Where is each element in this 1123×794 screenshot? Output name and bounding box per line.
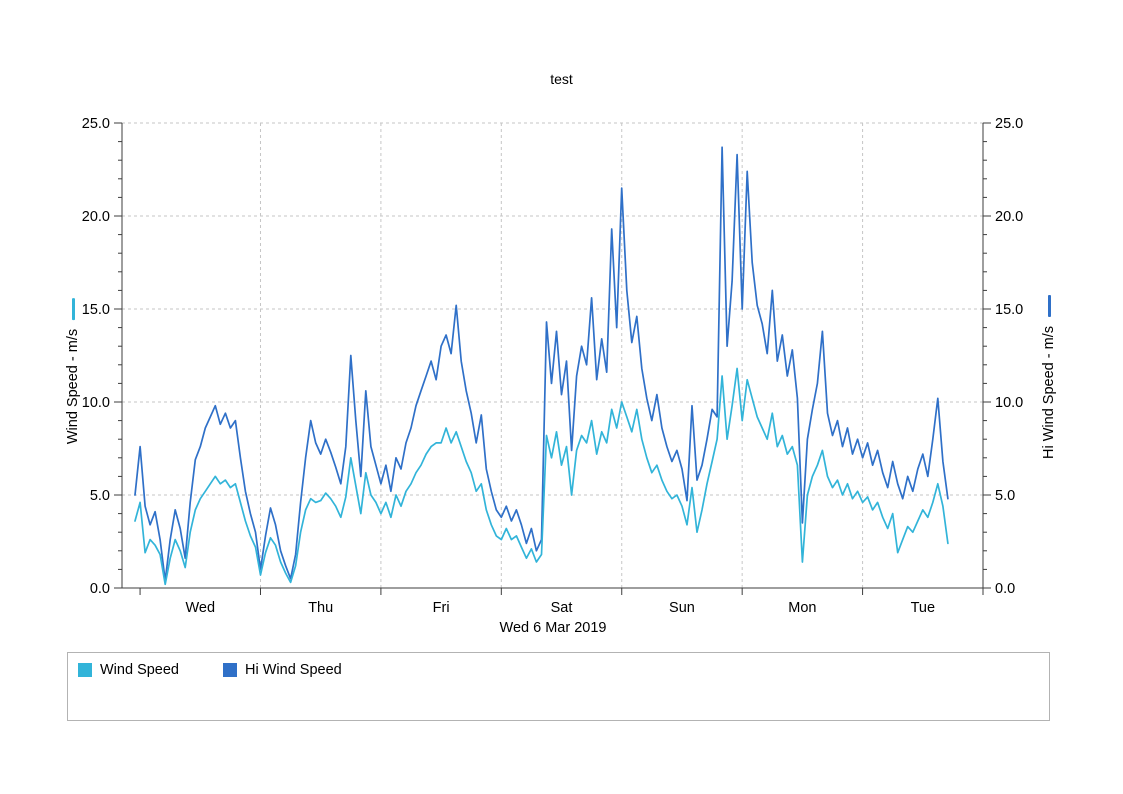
svg-text:Mon: Mon	[788, 600, 816, 616]
svg-text:Sat: Sat	[551, 600, 573, 616]
svg-text:Sun: Sun	[669, 600, 695, 616]
svg-text:Tue: Tue	[911, 600, 935, 616]
legend-label-wind-speed: Wind Speed	[100, 662, 179, 678]
svg-text:25.0: 25.0	[995, 116, 1023, 132]
legend-label-hi-wind-speed: Hi Wind Speed	[245, 662, 342, 678]
svg-text:20.0: 20.0	[995, 209, 1023, 225]
chart-title: test	[550, 71, 573, 87]
svg-text:5.0: 5.0	[90, 488, 110, 504]
svg-text:0.0: 0.0	[90, 581, 110, 597]
legend-item-hi-wind-speed[interactable]: Hi Wind Speed	[223, 662, 342, 678]
svg-text:15.0: 15.0	[995, 302, 1023, 318]
svg-text:25.0: 25.0	[82, 116, 110, 132]
svg-text:10.0: 10.0	[995, 395, 1023, 411]
x-axis-title: Wed 6 Mar 2019	[499, 620, 607, 636]
svg-text:15.0: 15.0	[82, 302, 110, 318]
legend-swatch-wind-speed-icon	[78, 663, 92, 677]
svg-text:Wed: Wed	[185, 600, 215, 616]
svg-text:10.0: 10.0	[82, 395, 110, 411]
legend: Wind Speed Hi Wind Speed	[67, 652, 1050, 721]
legend-swatch-hi-wind-speed-icon	[223, 663, 237, 677]
svg-text:5.0: 5.0	[995, 488, 1015, 504]
svg-text:Fri: Fri	[433, 600, 450, 616]
svg-text:Thu: Thu	[308, 600, 333, 616]
legend-item-wind-speed[interactable]: Wind Speed	[78, 662, 179, 678]
svg-text:20.0: 20.0	[82, 209, 110, 225]
svg-text:0.0: 0.0	[995, 581, 1015, 597]
